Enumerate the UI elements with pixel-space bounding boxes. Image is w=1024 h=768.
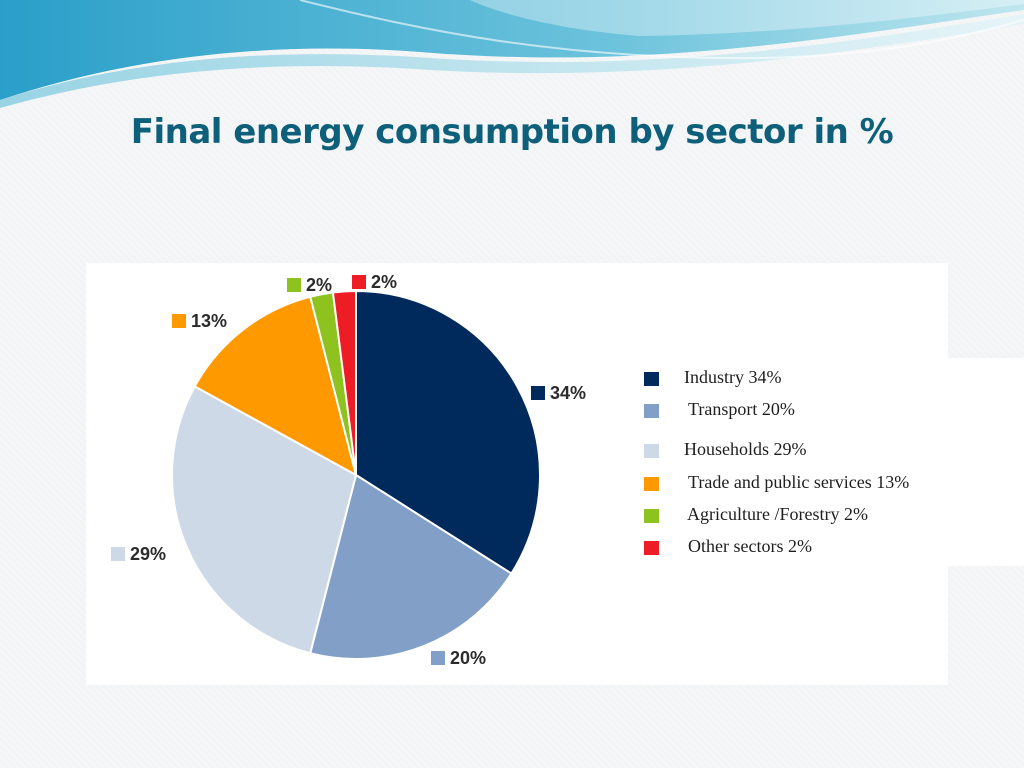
legend-swatch — [644, 372, 659, 386]
pie-slice-6 — [331, 289, 357, 476]
legend-label: Other sectors 2% — [688, 536, 812, 556]
pie-slice-2 — [309, 473, 513, 660]
label-marker — [172, 314, 186, 328]
legend-label: Trade and public services 13% — [688, 472, 910, 492]
slide-title: Final energy consumption by sector in % — [130, 112, 894, 152]
legend-swatch — [644, 444, 659, 458]
legend-swatch — [644, 541, 659, 555]
label-marker — [431, 651, 445, 665]
label-text: 29% — [130, 544, 166, 564]
legend-label: Industry 34% — [684, 367, 782, 387]
label-text: 20% — [450, 648, 486, 668]
label-text: 34% — [550, 383, 586, 403]
legend-swatch — [644, 404, 659, 418]
pie-slice-1 — [355, 289, 541, 575]
label-marker — [287, 278, 301, 292]
label-text: 2% — [306, 275, 332, 295]
legend-panel — [630, 358, 1024, 566]
pie-slice-4 — [193, 295, 358, 477]
label-marker — [531, 386, 545, 400]
label-marker — [111, 547, 125, 561]
pie-data-label-1: 34% — [531, 383, 586, 403]
pie-data-label-4: 13% — [172, 311, 227, 331]
pie-data-label-2: 20% — [431, 648, 486, 668]
pie-data-label-5: 2% — [287, 275, 332, 295]
legend-label: Households 29% — [684, 439, 807, 459]
label-marker — [352, 275, 366, 289]
pie-chart: 34% 20% 29% 13% 2% 2% — [111, 272, 586, 668]
pie-data-label-3: 29% — [111, 544, 166, 564]
legend-swatch — [644, 509, 659, 523]
label-text: 13% — [191, 311, 227, 331]
legend-swatch — [644, 477, 659, 491]
pie-slice-3 — [171, 385, 358, 655]
legend-label: Agriculture /Forestry 2% — [687, 504, 868, 524]
pie-data-label-6: 2% — [352, 272, 397, 292]
label-text: 2% — [371, 272, 397, 292]
legend-label: Transport 20% — [688, 399, 795, 419]
header-wave-banner — [0, 0, 1024, 108]
